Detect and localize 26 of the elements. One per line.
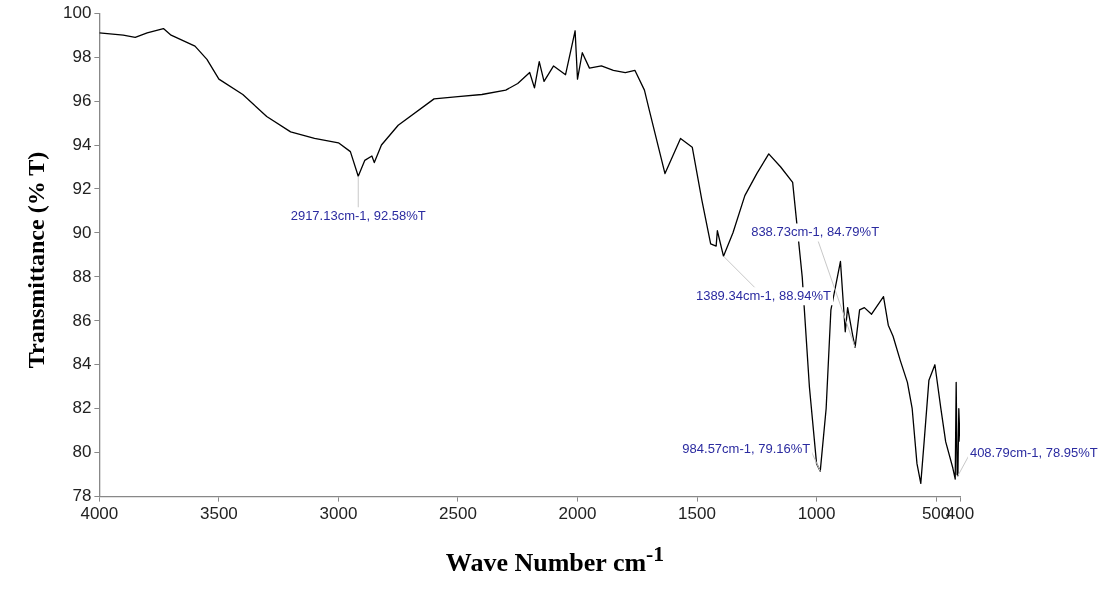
annotation: 984.57cm-1, 79.16%T bbox=[682, 440, 811, 456]
y-tick-label: 82 bbox=[72, 398, 92, 418]
y-tick-label: 94 bbox=[72, 134, 92, 154]
y-tick-label: 84 bbox=[72, 354, 92, 374]
annotation: 2917.13cm-1, 92.58%T bbox=[290, 207, 426, 223]
annotation: 408.79cm-1, 78.95%T bbox=[969, 445, 1098, 461]
x-axis-title: Wave Number cm$^{-1}$ bbox=[444, 542, 666, 578]
x-tick-label: 3000 bbox=[319, 504, 358, 524]
x-tick-label: 1500 bbox=[678, 504, 716, 524]
annotation: 1389.34cm-1, 88.94%T bbox=[695, 287, 832, 303]
y-tick-label: 88 bbox=[72, 266, 92, 286]
x-tick-label: 3500 bbox=[199, 504, 238, 524]
y-tick-label: 96 bbox=[72, 90, 92, 110]
y-tick-label: 100 bbox=[62, 2, 92, 22]
y-tick-label: 98 bbox=[72, 46, 92, 66]
y-tick-label: 90 bbox=[72, 222, 92, 242]
x-tick-label: 1000 bbox=[797, 504, 836, 524]
y-tick-label: 78 bbox=[72, 486, 92, 506]
y-tick-label: 92 bbox=[72, 178, 92, 198]
y-tick-label: 86 bbox=[72, 310, 92, 330]
x-tick-label: 2500 bbox=[439, 504, 477, 524]
y-axis-title: Transmittance (% T) bbox=[22, 151, 50, 369]
annotation: 838.73cm-1, 84.79%T bbox=[751, 223, 880, 239]
y-tick-label: 80 bbox=[72, 442, 92, 462]
x-tick-label: 2000 bbox=[558, 504, 597, 524]
x-tick-label: 4000 bbox=[80, 504, 119, 524]
